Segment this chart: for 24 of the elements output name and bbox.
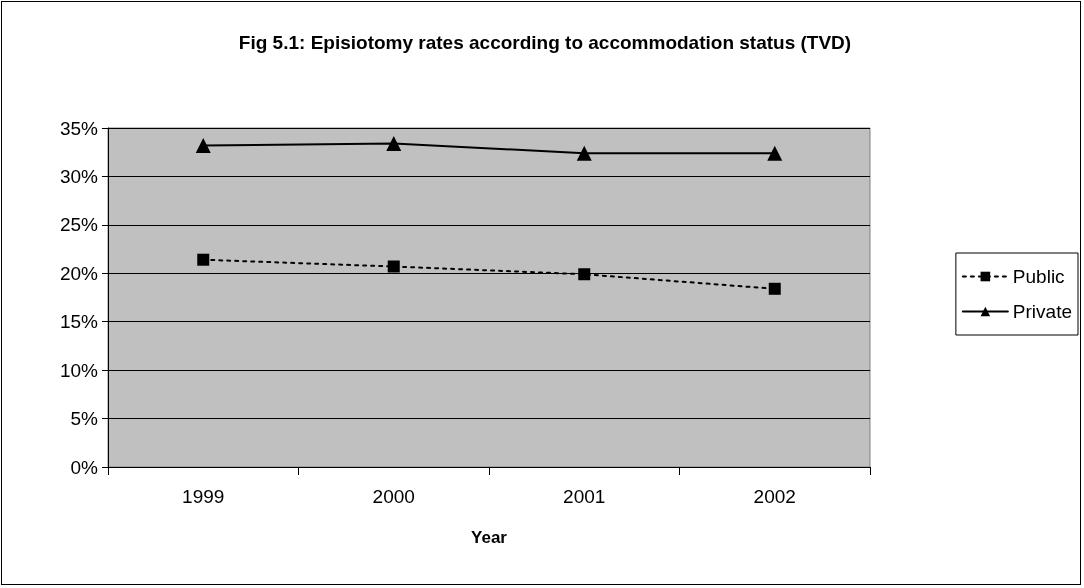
- x-tick-label: 1999: [182, 486, 225, 507]
- legend-label: Public: [1012, 266, 1065, 287]
- point: [195, 137, 211, 153]
- y-tick-label: 5%: [70, 408, 99, 430]
- y-tick-label: 0%: [70, 456, 99, 478]
- x-tick-label: 2001: [563, 486, 606, 507]
- point: [197, 253, 210, 266]
- y-tick-label: 30%: [59, 165, 99, 187]
- point: [768, 282, 781, 295]
- point: [576, 145, 592, 161]
- y-tick-label: 25%: [59, 214, 99, 236]
- x-tick-label: 2000: [372, 486, 415, 507]
- x-axis-title: Year: [471, 528, 508, 547]
- legend-label: Private: [1012, 301, 1073, 322]
- y-tick-label: 10%: [59, 359, 99, 381]
- y-tick-label: 15%: [59, 311, 99, 333]
- y-tick-label: 20%: [59, 262, 99, 284]
- point: [767, 145, 783, 161]
- point: [578, 268, 591, 281]
- point: [386, 136, 402, 151]
- x-tick-label: 2002: [753, 486, 796, 507]
- y-tick-label: 35%: [59, 117, 99, 139]
- chart-title: Fig 5.1: Episiotomy rates according to accommodation status (TVD): [238, 32, 852, 53]
- point: [387, 260, 400, 273]
